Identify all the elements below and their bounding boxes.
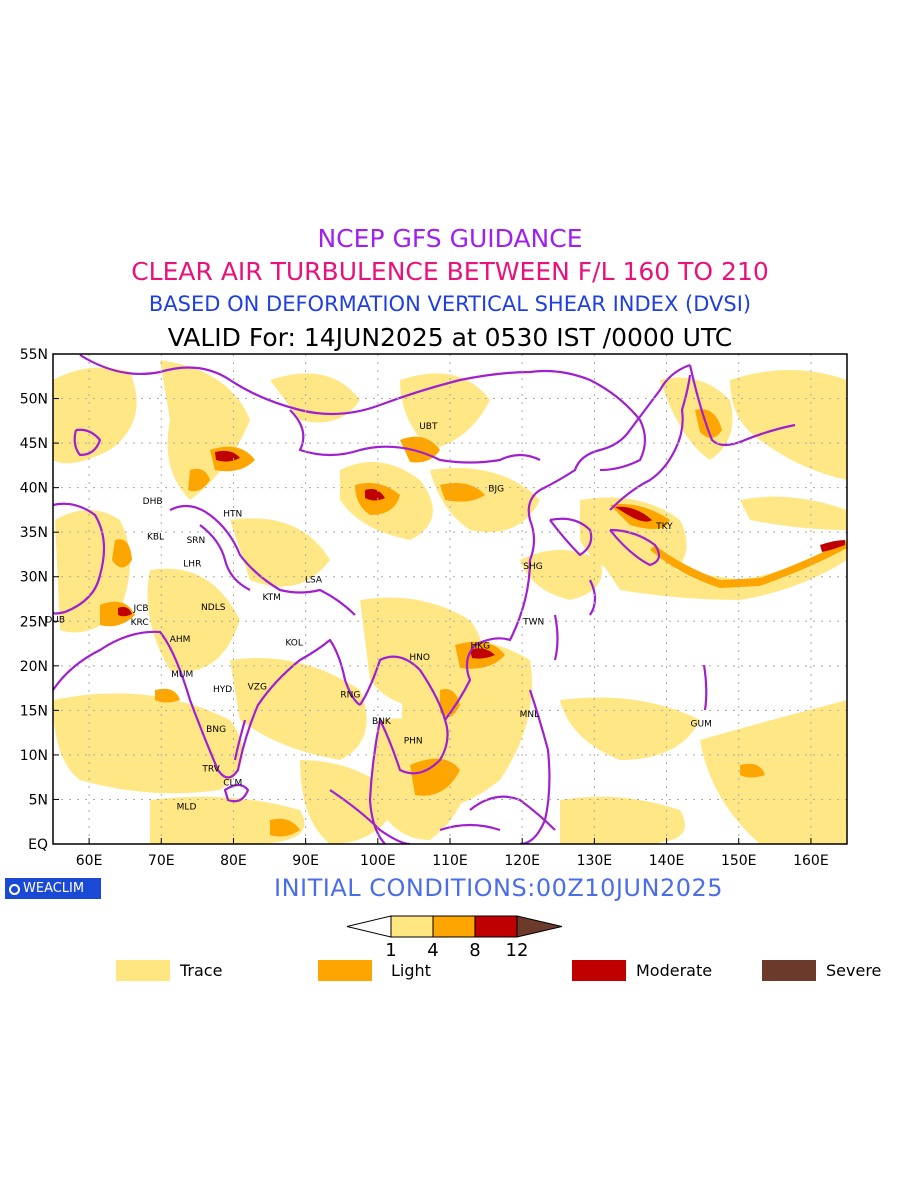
station-labels: UBT BJG DHB HTN KBL SRN TKY LHR SHG LSA JCB NDLS KTM… [45,422,712,812]
axis-ticks: 60E 70E 80E 90E 100E 110E 120E 130E 140E 150E 160E… [20,347,829,869]
station-dhb: DHB [143,497,163,507]
logo-circle-icon [9,884,20,895]
station-srn: SRN [187,536,206,546]
station-kbl: KBL [147,533,164,543]
title-line-2: CLEAR AIR TURBULENCE BETWEEN F/L 160 TO … [131,257,769,286]
legend-label-severe: Severe [826,961,882,980]
station-phn: PHN [404,737,423,747]
station-shg: SHG [523,562,542,572]
station-jcb: JCB [132,604,148,614]
lon-tick-label: 150E [721,853,757,869]
legend-swatch-trace [116,960,170,981]
legend-swatch-light [318,960,372,981]
title-line-1: NCEP GFS GUIDANCE [317,224,583,253]
legend-label-light: Light [391,961,431,980]
logo-text: WEACLIM [23,881,85,896]
station-mld: MLD [177,803,197,813]
station-ubt: UBT [419,422,438,432]
station-lhr: LHR [183,559,201,569]
lon-tick-label: 110E [432,853,468,869]
graticule [53,354,847,844]
station-hyd: HYD [213,685,232,695]
station-bnk: BNK [372,717,392,727]
station-ktm: KTM [262,593,280,603]
station-vzg: VZG [248,682,267,692]
station-tky: TKY [655,522,673,532]
lat-tick-label: 35N [20,525,48,541]
legend-label-moderate: Moderate [636,961,713,980]
station-bng: BNG [206,725,226,735]
lat-tick-label: 25N [20,614,48,630]
lon-tick-label: 160E [793,853,829,869]
lat-tick-label: 55N [20,347,48,363]
station-dub: DUB [45,615,65,625]
station-mum: MUM [171,670,193,680]
lon-tick-label: 60E [76,853,103,869]
lon-tick-label: 140E [649,853,685,869]
lon-tick-label: 90E [292,853,319,869]
station-hno: HNO [409,653,430,663]
station-lsa: LSA [305,575,323,585]
station-mnl: MNL [520,710,540,720]
lon-tick-label: 130E [577,853,613,869]
weaclim-logo: WEACLIM [5,878,101,899]
lon-tick-label: 70E [148,853,175,869]
station-clm: CLM [223,779,242,789]
lat-tick-label: 45N [20,436,48,452]
legend-swatch-severe [762,960,816,981]
station-bjg: BJG [488,485,504,495]
station-hkg: HKG [470,641,490,651]
turbulence-field [53,360,847,844]
lat-tick-label: 5N [29,792,48,808]
lat-tick-label: 30N [20,570,48,586]
station-htn: HTN [223,509,242,519]
valid-time: VALID For: 14JUN2025 at 0530 IST /0000 U… [167,323,733,352]
legend-label-trace: Trace [180,961,223,980]
station-gum: GUM [691,720,712,730]
station-twn: TWN [522,617,544,627]
legend-swatch-moderate [572,960,626,981]
station-ahm: AHM [170,635,191,645]
lon-tick-label: 80E [220,853,247,869]
station-ndls: NDLS [201,603,226,613]
title-line-3: BASED ON DEFORMATION VERTICAL SHEAR INDE… [148,292,752,316]
lat-tick-label: 10N [20,748,48,764]
station-trv: TRV [201,764,220,774]
initial-conditions: INITIAL CONDITIONS:00Z10JUN2025 [274,874,724,902]
lat-tick-label: 20N [20,659,48,675]
lat-tick-label: EQ [28,837,48,853]
station-rng: RNG [340,690,360,700]
lat-tick-label: 50N [20,392,48,408]
station-kol: KOL [285,639,303,649]
lon-tick-label: 120E [504,853,540,869]
station-krc: KRC [131,618,149,628]
lat-tick-label: 15N [20,703,48,719]
lon-tick-label: 100E [360,853,396,869]
lat-tick-label: 40N [20,481,48,497]
